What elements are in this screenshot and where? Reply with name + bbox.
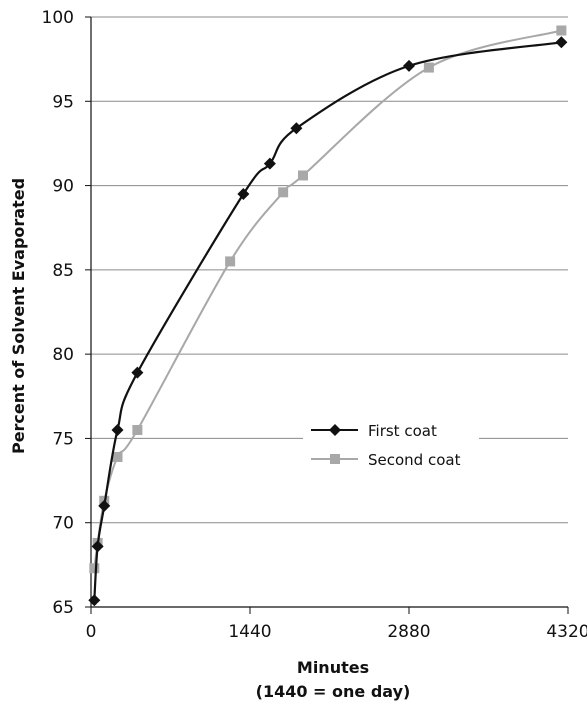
legend-marker [330,454,340,464]
data-point [132,425,143,435]
data-point [112,451,123,462]
tick-labels: 65 70 75 80 85 90 95 100 0 1440 2880 4320 [42,8,587,642]
x-tick-label: 4320 [546,622,587,642]
x-tick-label: 1440 [228,622,271,642]
x-tick-label: 0 [86,622,97,642]
series-line [93,41,562,601]
y-axis-title: Percent of Solvent Evaporated [9,178,28,454]
y-tick-label: 100 [42,8,74,28]
legend-label-second-coat: Second coat [368,451,461,469]
legend-item-first-coat [311,424,358,436]
data-point [225,256,236,267]
y-tick-label: 70 [52,514,74,534]
data-point [91,540,104,553]
series-line [93,29,562,569]
y-tick-label: 75 [52,429,74,449]
y-tick-label: 90 [52,177,74,197]
data-point [111,424,124,436]
axes [85,16,569,614]
x-axis-note: (1440 = one day) [256,682,411,701]
grid [91,16,568,524]
data-point [423,62,434,73]
data-point [89,563,100,574]
data-point [290,122,303,135]
data-point [237,188,250,200]
y-tick-label: 95 [52,92,74,112]
y-tick-label: 85 [52,261,74,281]
data-point [131,366,144,379]
y-tick-label: 80 [52,345,74,365]
data-point [403,59,415,72]
series-first-coat [88,36,568,607]
data-point [555,36,568,49]
data-point [556,25,567,36]
data-point [263,157,276,170]
legend-box [303,415,479,477]
legend-label-first-coat: First coat [368,422,437,440]
data-point [98,499,111,512]
legend-item-second-coat [311,454,358,464]
legend: First coat Second coat [303,415,479,477]
legend-marker [329,424,341,436]
series-layer [88,25,568,607]
data-point [298,170,308,181]
x-axis-title: Minutes [297,658,369,677]
data-point [88,594,101,607]
x-tick-label: 2880 [387,622,430,642]
y-tick-label: 65 [52,598,74,618]
data-point [278,187,289,198]
